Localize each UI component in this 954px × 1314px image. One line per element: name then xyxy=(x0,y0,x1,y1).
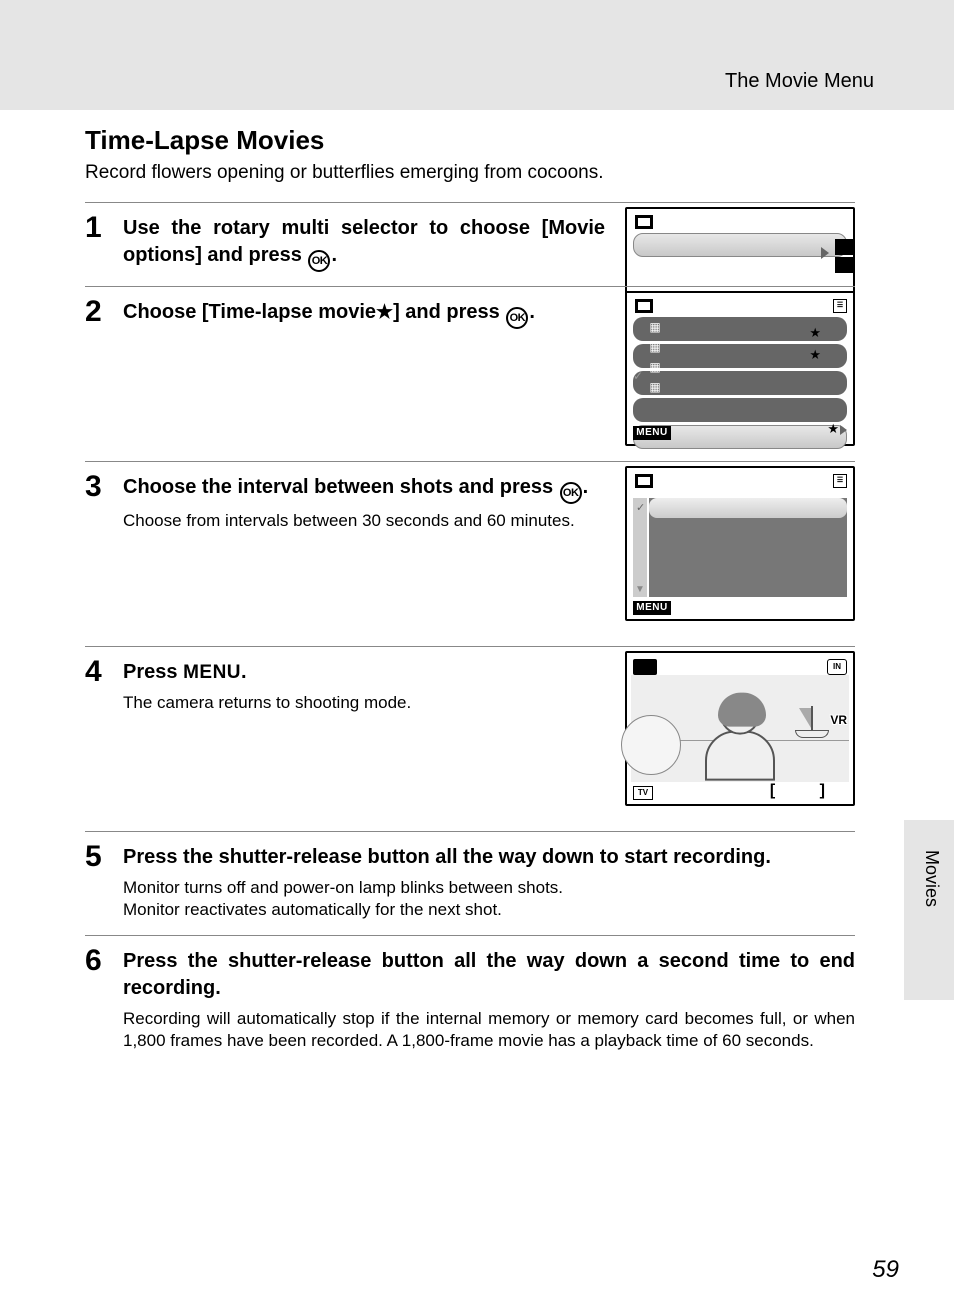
arrow-right-icon xyxy=(821,247,829,259)
star-icon: ★ xyxy=(809,325,821,341)
row-icons: ▦▦▦▦ xyxy=(647,321,663,393)
down-arrow-icon: ▼ xyxy=(635,584,645,595)
memory-icon: ☰ xyxy=(833,299,847,313)
content: Time-Lapse Movies Record flowers opening… xyxy=(85,125,855,1066)
screen-shooting-mode: IN VR TV [ ] xyxy=(625,651,855,806)
list-row-selected xyxy=(633,233,847,257)
step-4: 4 Press MENU. The camera returns to shoo… xyxy=(85,646,855,831)
step-instruction: Choose the interval between shots and pr… xyxy=(123,474,605,504)
side-tab-label: Movies xyxy=(921,850,942,907)
step-5: 5 Press the shutter-release button all t… xyxy=(85,831,855,935)
list-row xyxy=(633,371,847,395)
step-number: 2 xyxy=(85,297,123,327)
step-3: 3 Choose the interval between shots and … xyxy=(85,461,855,646)
step-1: 1 Use the rotary multi selector to choos… xyxy=(85,202,855,286)
scene-preview xyxy=(631,675,849,782)
menu-badge: MENU xyxy=(633,426,671,440)
page-number: 59 xyxy=(872,1256,899,1284)
movie-icon xyxy=(635,299,653,313)
step-instruction: Press the shutter-release button all the… xyxy=(123,844,855,871)
menu-word: MENU xyxy=(183,662,241,683)
instruction-text: Choose [Time-lapse movie xyxy=(123,301,376,323)
focus-brackets: [ ] xyxy=(770,782,845,800)
step-instruction: Choose [Time-lapse movie★] and press OK. xyxy=(123,299,605,329)
step-body: Press the shutter-release button all the… xyxy=(123,946,855,1052)
step-instruction: Press MENU. xyxy=(123,659,605,686)
person-icon xyxy=(705,694,775,780)
check-icon: ✓ xyxy=(633,369,643,383)
step-number: 3 xyxy=(85,472,123,502)
step-number: 1 xyxy=(85,213,123,243)
timelapse-mode-icon xyxy=(633,659,657,675)
manual-page: The Movie Menu Movies Time-Lapse Movies … xyxy=(0,0,954,1314)
step-number: 5 xyxy=(85,842,123,872)
instruction-text: . xyxy=(529,301,535,323)
step-instruction: Press the shutter-release button all the… xyxy=(123,948,855,1002)
step-number: 4 xyxy=(85,657,123,687)
instruction-text: ] and press xyxy=(393,301,505,323)
step-detail: The camera returns to shooting mode. xyxy=(123,692,605,714)
check-icon: ✓ xyxy=(636,501,645,514)
sailboat-icon xyxy=(795,730,829,738)
ok-icon: OK xyxy=(506,307,528,329)
step-detail: Monitor turns off and power-on lamp blin… xyxy=(123,877,855,921)
instruction-text: Press xyxy=(123,661,183,683)
tv-icon: TV xyxy=(633,786,653,800)
star-icon: ★ xyxy=(376,302,393,323)
step-detail: Choose from intervals between 30 seconds… xyxy=(123,510,605,532)
vr-icon: VR xyxy=(830,713,847,727)
step-body: Press the shutter-release button all the… xyxy=(123,842,855,921)
instruction-text: Use the rotary multi selector to choose … xyxy=(123,217,605,266)
movie-icon xyxy=(635,474,653,488)
ok-icon: OK xyxy=(560,482,582,504)
section-subtitle: Record flowers opening or butterflies em… xyxy=(85,162,855,184)
header-title: The Movie Menu xyxy=(725,70,874,93)
memory-icon: ☰ xyxy=(833,474,847,488)
step-number: 6 xyxy=(85,946,123,976)
list-row-selected xyxy=(649,498,847,518)
step-2: 2 Choose [Time-lapse movie★] and press O… xyxy=(85,286,855,461)
instruction-text: Choose the interval between shots and pr… xyxy=(123,476,559,498)
star-icon: ★ xyxy=(827,421,839,437)
screen-timelapse-select: ☰ ▦▦▦▦ ✓ ★ ★ ★ MEN xyxy=(625,291,855,446)
side-tab-bg xyxy=(904,820,954,1000)
star-icon: ★ xyxy=(809,347,821,363)
menu-badge: MENU xyxy=(633,601,671,615)
step-6: 6 Press the shutter-release button all t… xyxy=(85,935,855,1066)
instruction-text: . xyxy=(583,476,589,498)
hill xyxy=(621,715,681,775)
ok-icon: OK xyxy=(308,250,330,272)
movie-icon xyxy=(635,215,653,229)
section-title: Time-Lapse Movies xyxy=(85,125,855,156)
screen-interval: ☰ ✓ ▼ MENU xyxy=(625,466,855,621)
in-icon: IN xyxy=(827,659,847,675)
list-row xyxy=(633,398,847,422)
step-detail: Recording will automatically stop if the… xyxy=(123,1008,855,1052)
side-icons xyxy=(835,239,855,279)
instruction-text: . xyxy=(241,661,247,683)
arrow-right-icon xyxy=(840,425,847,435)
header-bar xyxy=(0,0,954,110)
instruction-text: . xyxy=(331,244,337,266)
step-instruction: Use the rotary multi selector to choose … xyxy=(123,215,605,272)
